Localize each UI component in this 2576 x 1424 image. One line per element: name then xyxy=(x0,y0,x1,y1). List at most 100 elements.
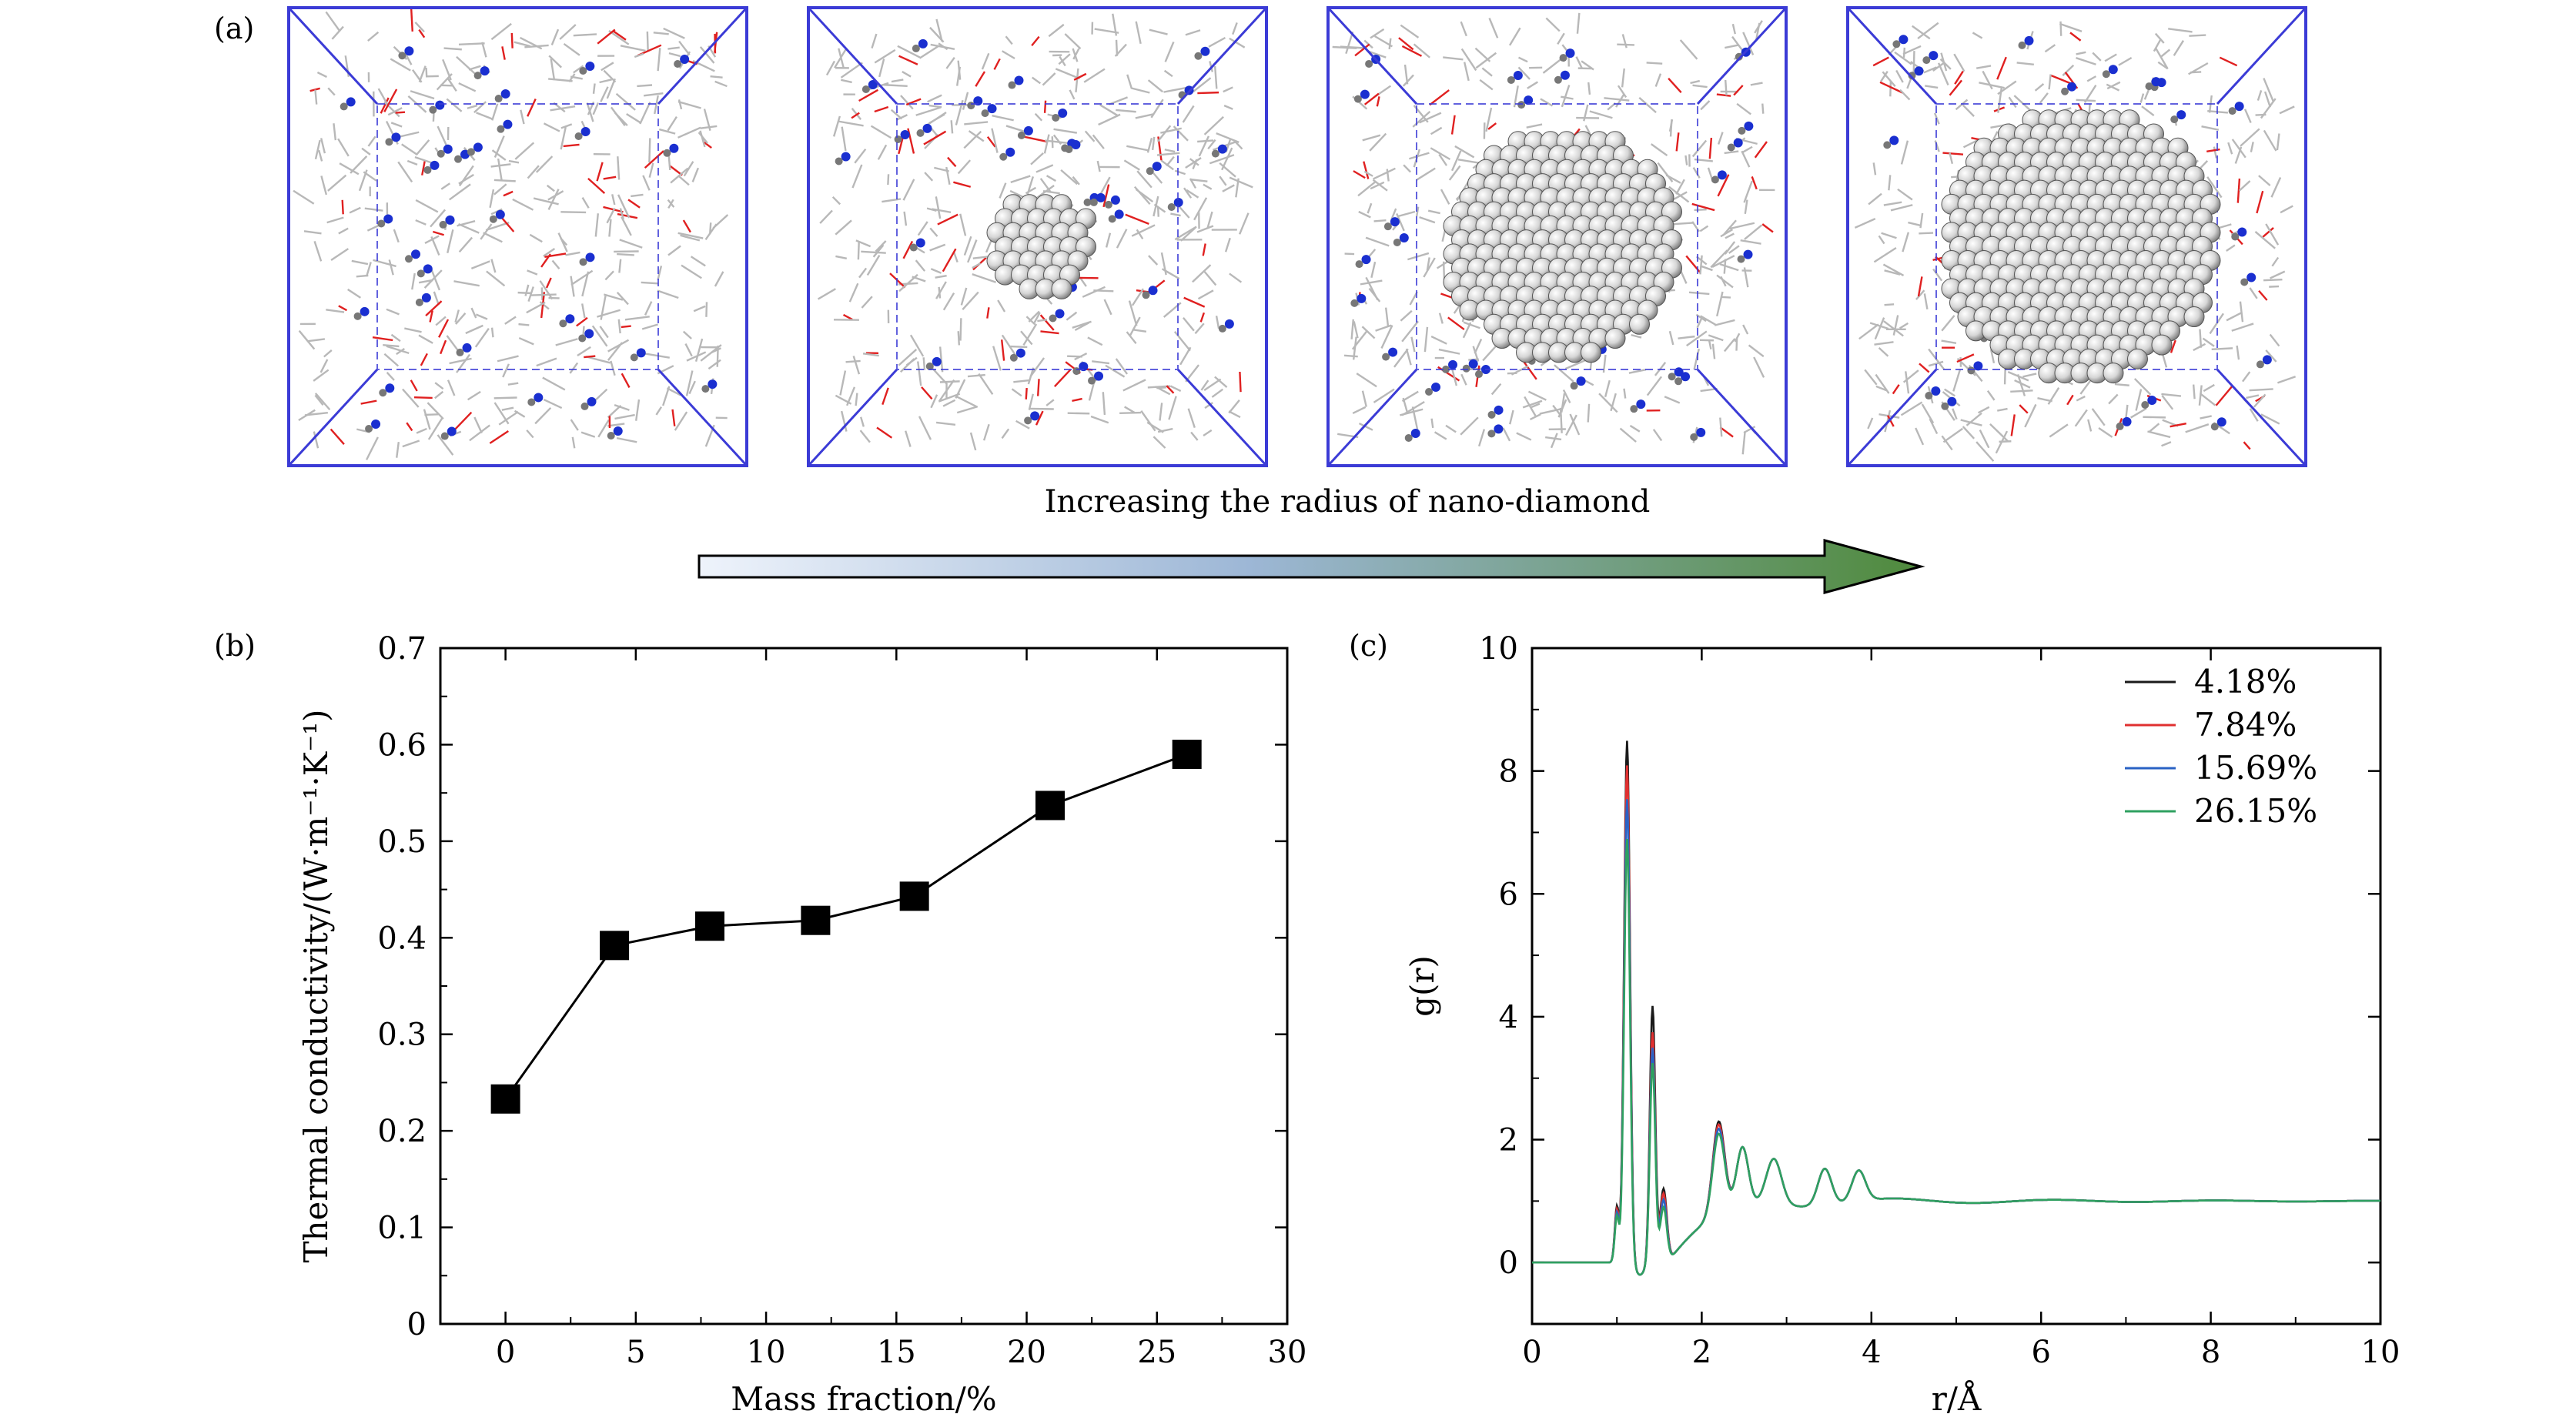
bond xyxy=(2238,180,2251,192)
bond xyxy=(992,115,1014,122)
bond xyxy=(637,84,653,88)
series-line xyxy=(504,753,1188,1100)
bond xyxy=(1423,257,1436,278)
bond xyxy=(945,166,951,186)
nitrogen-atom xyxy=(1055,309,1065,319)
bond xyxy=(1183,317,1195,332)
bond xyxy=(2106,81,2121,90)
bond xyxy=(1174,226,1197,241)
carbon-atom xyxy=(1383,222,1392,231)
bond xyxy=(1083,68,1106,83)
bond xyxy=(1956,353,1975,363)
bond xyxy=(1214,376,1228,388)
bond xyxy=(293,189,315,205)
bond xyxy=(667,46,680,50)
bond xyxy=(1223,86,1233,93)
bond xyxy=(1691,202,1715,212)
bond xyxy=(694,338,704,363)
bond xyxy=(1149,28,1168,35)
carbon-atom xyxy=(2061,87,2069,95)
carbon-atom xyxy=(2018,41,2026,49)
bond xyxy=(337,138,350,157)
bond xyxy=(1363,170,1373,177)
nitrogen-atom xyxy=(371,419,381,429)
bond xyxy=(677,232,704,239)
bond xyxy=(991,128,999,153)
bond xyxy=(1995,430,2009,454)
bond xyxy=(320,175,328,196)
bond xyxy=(599,79,612,84)
bond xyxy=(367,135,376,147)
bond xyxy=(2130,407,2147,419)
bond xyxy=(2243,109,2252,124)
bond xyxy=(1513,85,1519,108)
bond xyxy=(666,387,681,396)
carbon-atom xyxy=(1425,388,1434,396)
bond xyxy=(902,179,915,201)
nitrogen-atom xyxy=(915,238,925,248)
bond xyxy=(1375,324,1392,332)
bond xyxy=(1203,429,1213,437)
bond xyxy=(621,325,631,329)
bond xyxy=(508,159,520,164)
bond xyxy=(618,259,622,273)
bond xyxy=(507,382,519,386)
bond xyxy=(2139,93,2145,103)
bond xyxy=(1517,66,1531,80)
bond xyxy=(390,122,403,128)
bond xyxy=(1686,330,1708,347)
bond xyxy=(874,48,896,64)
nitrogen-atom xyxy=(435,100,445,110)
bond xyxy=(1892,315,1899,336)
carbon-atom xyxy=(1922,56,1931,65)
bond xyxy=(1879,81,1903,94)
nitrogen-atom xyxy=(1399,232,1409,242)
bond xyxy=(1523,361,1537,380)
bond xyxy=(1174,169,1186,175)
bond xyxy=(1714,319,1735,326)
bond xyxy=(877,144,888,160)
carbon-atom xyxy=(340,102,348,111)
bond xyxy=(819,209,833,224)
bond xyxy=(416,139,430,155)
bond xyxy=(922,357,926,370)
nano-diamond xyxy=(1941,109,2221,384)
bond xyxy=(1882,263,1905,277)
bond xyxy=(840,410,848,432)
bond xyxy=(493,183,507,196)
bond xyxy=(1131,224,1156,237)
bond xyxy=(1944,388,1955,397)
bond xyxy=(1711,255,1735,268)
carbon-atom xyxy=(835,157,843,165)
bond xyxy=(1921,403,1935,424)
bond xyxy=(338,227,349,235)
bond xyxy=(423,409,431,430)
bond xyxy=(2242,371,2251,383)
bond xyxy=(1193,77,1212,93)
bond xyxy=(2240,128,2260,147)
box-outline xyxy=(287,6,748,467)
bond xyxy=(429,310,433,323)
nitrogen-atom xyxy=(669,143,679,153)
bond xyxy=(2076,395,2086,402)
bond xyxy=(1363,92,1380,105)
bond xyxy=(641,281,658,285)
bond xyxy=(928,104,942,109)
bond xyxy=(383,353,400,367)
cube-diagonal-edge xyxy=(1846,6,1938,105)
bond xyxy=(1530,413,1541,421)
bond xyxy=(1160,252,1167,276)
carbon-atom xyxy=(1088,376,1096,385)
bond xyxy=(2239,301,2244,323)
bond xyxy=(533,197,559,206)
bond xyxy=(1899,89,1911,101)
bond xyxy=(1136,229,1144,239)
bond xyxy=(1539,408,1562,415)
bond xyxy=(501,46,506,60)
bond xyxy=(1035,185,1055,200)
diamond-atom xyxy=(1604,328,1626,349)
bond xyxy=(497,355,519,363)
bond xyxy=(2010,389,2033,393)
bond xyxy=(705,302,708,317)
bond xyxy=(1022,323,1038,346)
